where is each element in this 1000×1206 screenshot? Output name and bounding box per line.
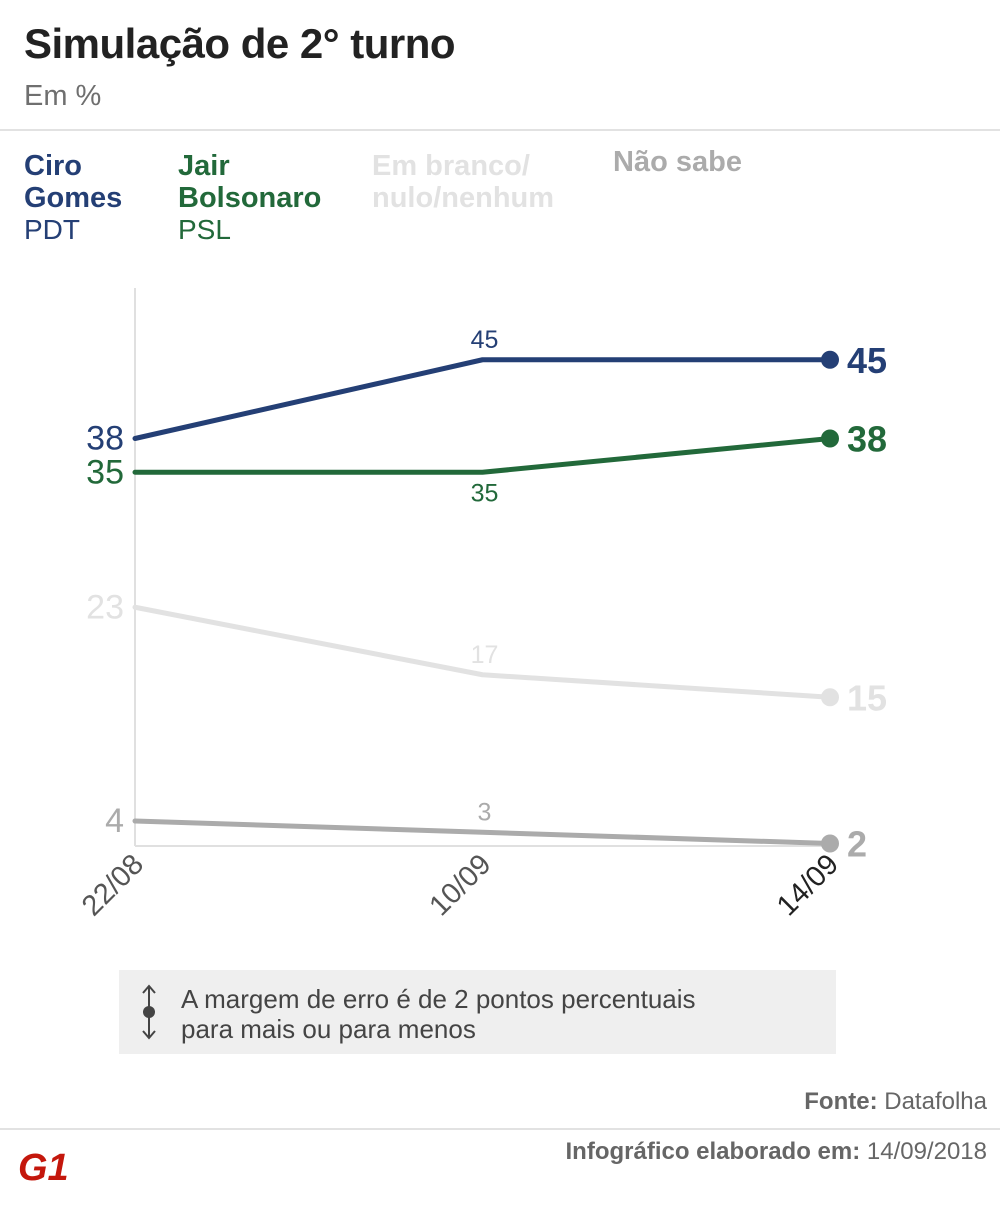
series-line-nao-sabe — [132, 818, 833, 846]
data-label-end: 2 — [847, 824, 867, 865]
chart-subtitle: Em % — [24, 80, 102, 112]
margin-of-error-note: A margem de erro é de 2 pontos percentua… — [119, 970, 836, 1054]
data-point-end — [821, 834, 839, 853]
data-label-start: 23 — [86, 588, 124, 626]
data-point-end — [821, 429, 839, 448]
data-label-end: 45 — [847, 340, 887, 381]
data-point-end — [821, 688, 839, 707]
source-label: Fonte: — [804, 1088, 878, 1115]
source-value: Datafolha — [884, 1088, 987, 1115]
data-label-mid: 35 — [471, 479, 499, 507]
series-line-ciro-gomes — [132, 357, 833, 441]
series-line-em-branco-nulo-nenhum — [132, 604, 833, 700]
series-line-jair-bolsonaro — [132, 436, 833, 475]
legend-name: Jair Bolsonaro — [178, 150, 322, 214]
data-label-start: 4 — [105, 802, 124, 840]
footer-date: Infográfico elaborado em: 14/09/2018 — [566, 1138, 988, 1166]
up-down-arrow-icon — [142, 984, 156, 1040]
header-divider — [0, 129, 1000, 131]
data-point-end — [821, 350, 839, 369]
footer-value: 14/09/2018 — [866, 1138, 987, 1165]
data-label-start: 38 — [86, 420, 124, 458]
x-tick-label: 14/09 — [771, 848, 845, 922]
logo-text: G1 — [18, 1147, 69, 1186]
legend-name: Não sabe — [613, 146, 742, 178]
legend-party: PDT — [24, 214, 80, 245]
data-label-mid: 17 — [471, 641, 499, 669]
legend-item-em-branco: Em branco/ nulo/nenhum — [372, 150, 554, 214]
legend-item-nao-sabe: Não sabe — [613, 146, 742, 178]
legend-item-jair-bolsonaro: Jair Bolsonaro PSL — [178, 150, 321, 246]
source: Fonte: Datafolha — [804, 1088, 987, 1116]
legend-name: Ciro Gomes — [24, 150, 123, 214]
footer-divider — [0, 1128, 1000, 1130]
g1-logo: G1 — [16, 1146, 80, 1186]
legend-name: Em branco/ nulo/nenhum — [372, 150, 555, 214]
data-label-end: 38 — [847, 419, 887, 460]
legend-party: PSL — [178, 214, 231, 245]
data-label-start: 35 — [86, 453, 124, 491]
x-tick-label: 10/09 — [424, 848, 498, 922]
footer-label: Infográfico elaborado em: — [565, 1138, 861, 1165]
data-label-mid: 45 — [471, 326, 499, 354]
chart-title: Simulação de 2° turno — [24, 20, 456, 67]
x-tick-label: 22/08 — [76, 848, 150, 922]
data-label-end: 15 — [847, 677, 887, 718]
data-label-mid: 3 — [478, 798, 492, 826]
legend-item-ciro-gomes: Ciro Gomes PDT — [24, 150, 122, 246]
note-text: A margem de erro é de 2 pontos percentua… — [181, 984, 696, 1044]
